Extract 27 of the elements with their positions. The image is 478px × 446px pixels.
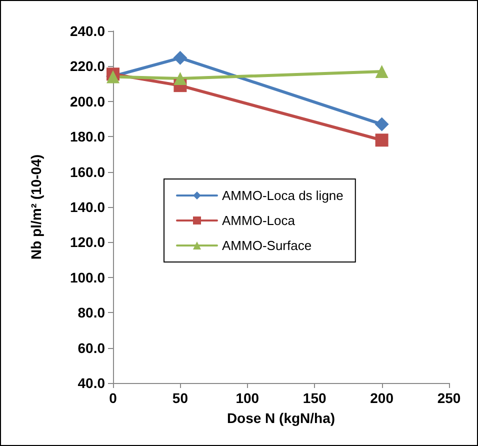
y-tick-label: 80.0 — [78, 304, 106, 321]
legend-label: AMMO-Loca — [222, 213, 296, 228]
y-tick-label: 140.0 — [70, 199, 106, 215]
point — [174, 72, 187, 86]
point — [375, 64, 388, 78]
x-axis-title: Dose N (kgN/ha) — [226, 410, 336, 426]
x-tick-label: 0 — [109, 390, 118, 406]
y-axis-title: Nb pl/m² (10-04) — [28, 154, 44, 260]
y-tick-label: 200.0 — [70, 93, 106, 110]
y-tick-label: 100.0 — [70, 269, 106, 286]
point — [375, 134, 388, 147]
point — [374, 117, 389, 132]
legend-label: AMMO-Surface — [222, 238, 312, 253]
y-tick-label: 180.0 — [70, 128, 106, 145]
x-tick-label: 100 — [236, 390, 260, 406]
point — [173, 50, 188, 65]
x-tick-label: 50 — [172, 390, 188, 406]
legend-label: AMMO-Loca ds ligne — [222, 188, 344, 203]
y-tick-label: 160.0 — [70, 164, 106, 180]
y-tick-label: 120.0 — [70, 234, 106, 250]
y-tick-label: 40.0 — [78, 375, 106, 391]
x-tick-label: 250 — [437, 390, 461, 406]
x-tick-label: 200 — [370, 390, 394, 406]
y-tick-label: 60.0 — [78, 340, 106, 356]
y-tick-label: 240.0 — [70, 23, 106, 39]
y-tick-label: 220.0 — [70, 58, 106, 74]
x-tick-label: 150 — [302, 390, 326, 406]
